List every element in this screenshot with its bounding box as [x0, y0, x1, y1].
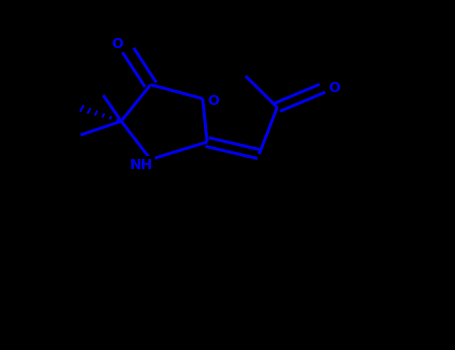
Text: O: O — [328, 80, 340, 94]
Text: O: O — [207, 94, 219, 108]
Text: NH: NH — [130, 158, 153, 172]
Text: O: O — [111, 37, 123, 51]
